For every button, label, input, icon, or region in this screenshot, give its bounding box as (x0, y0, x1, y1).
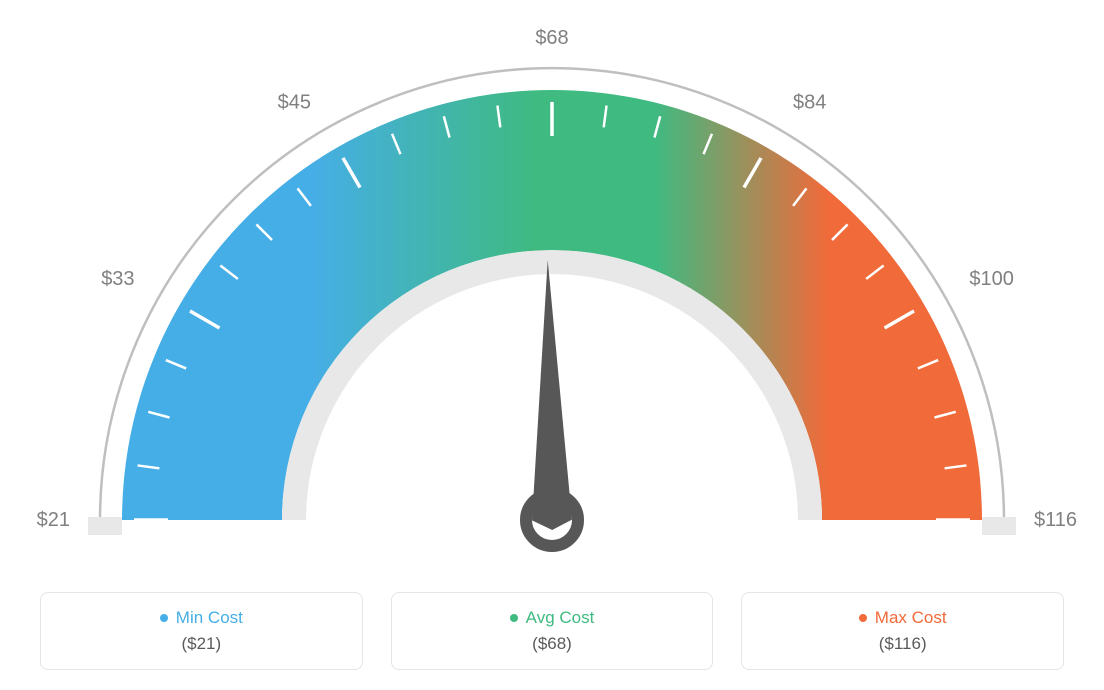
gauge-scale-label: $45 (278, 92, 311, 114)
legend-label: Avg Cost (526, 608, 595, 628)
legend-value: ($68) (532, 634, 572, 654)
gauge-scale-label: $100 (969, 268, 1014, 290)
legend-dot (859, 614, 867, 622)
legend-label: Min Cost (176, 608, 243, 628)
gauge-scale-label: $33 (101, 268, 134, 290)
gauge-scale-label: $84 (793, 92, 826, 114)
left-end-cap (88, 517, 122, 535)
gauge-area: $21 $33 $45 $68 $84 $100 $116 (0, 0, 1104, 560)
legend-dot (160, 614, 168, 622)
legend-card: Max Cost ($116) (741, 592, 1064, 670)
gauge-scale-label: $21 (37, 509, 70, 531)
gauge-scale-label: $116 (1034, 509, 1077, 531)
legend-title-row: Avg Cost (510, 608, 595, 628)
legend-card: Min Cost ($21) (40, 592, 363, 670)
legend-title-row: Max Cost (859, 608, 947, 628)
gauge-scale-label: $68 (535, 27, 568, 49)
legend-card: Avg Cost ($68) (391, 592, 714, 670)
legend-title-row: Min Cost (160, 608, 243, 628)
gauge-svg: $21 $33 $45 $68 $84 $100 $116 (0, 0, 1104, 560)
legend-value: ($116) (879, 634, 927, 654)
legend-dot (510, 614, 518, 622)
legend-label: Max Cost (875, 608, 947, 628)
cost-gauge-chart: $21 $33 $45 $68 $84 $100 $116 Min Cost ($21) Avg… (0, 0, 1104, 690)
legend-value: ($21) (181, 634, 221, 654)
legend-row: Min Cost ($21) Avg Cost ($68) Max Cost ($116) (40, 592, 1064, 670)
right-end-cap (982, 517, 1016, 535)
